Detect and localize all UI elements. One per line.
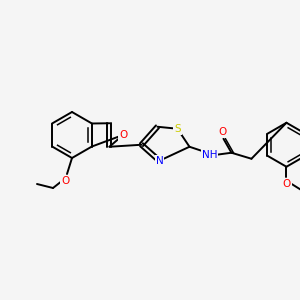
Text: O: O [282,179,291,189]
Text: O: O [119,130,127,140]
Text: S: S [174,124,181,134]
Text: O: O [61,176,69,186]
Text: NH: NH [202,150,217,160]
Text: O: O [218,127,226,137]
Text: N: N [156,156,163,166]
